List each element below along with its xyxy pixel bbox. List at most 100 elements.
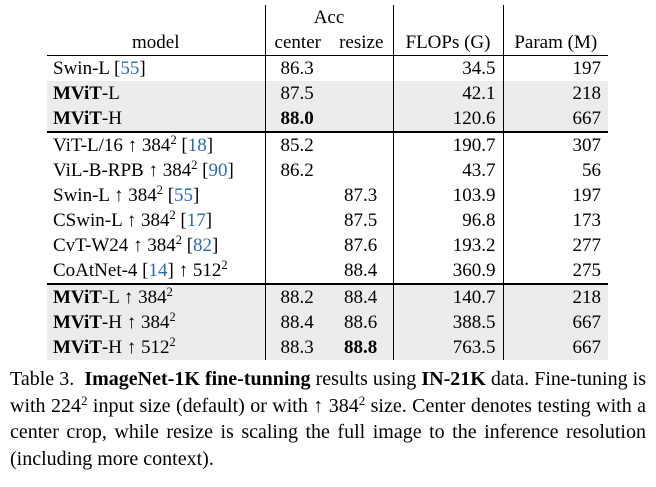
table-row: MViT-H 88.0 120.6 667: [47, 106, 608, 132]
text-cite: 17: [186, 210, 206, 231]
center-cell: [264, 208, 330, 233]
text-cite: 18: [187, 135, 207, 156]
resize-cell: 88.6: [330, 310, 393, 335]
text-cite: 14: [148, 260, 168, 281]
header-cell: [392, 5, 503, 30]
table-row: ViL-B-RPB ↑ 3842 [90] 86.2 43.7 56: [47, 158, 608, 183]
header-acc: Acc: [264, 5, 393, 30]
resize-cell: 87.6: [344, 235, 378, 256]
text-run: -H ↑ 384: [101, 312, 170, 333]
header-cell: [47, 5, 265, 30]
model-cell: ViL-B-RPB ↑ 3842 [90]: [47, 158, 265, 183]
text-run: CSwin-L ↑ 384: [53, 210, 170, 231]
text-sup: 2: [221, 258, 228, 273]
text-run: ]: [139, 58, 146, 79]
text-sup: 2: [166, 285, 173, 300]
header-center: center: [264, 30, 330, 56]
resize-cell: 88.4: [330, 283, 393, 310]
text-sup: 2: [169, 208, 176, 223]
header-cell: [502, 5, 608, 30]
param-cell: 56: [502, 158, 608, 183]
text-run: CoAtNet-4 [: [53, 260, 149, 281]
model-cell: MViT-H: [47, 106, 265, 132]
text-run: ViL-B-RPB ↑ 384: [53, 160, 192, 181]
param-cell: 218: [502, 283, 608, 310]
text-run: [: [197, 160, 209, 181]
center-cell: 86.2: [264, 158, 330, 183]
header-row: model center resize FLOPs (G) Param (M): [47, 30, 608, 56]
table-row: MViT-L ↑ 3842 88.2 88.4 140.7 218: [47, 283, 608, 310]
flops-cell: 190.7: [392, 131, 503, 158]
table-row: CvT-W24 ↑ 3842 [82] 87.6 193.2 277: [47, 233, 608, 258]
text-sup: 2: [169, 310, 176, 325]
text-run: ]: [227, 160, 234, 181]
text-run: [: [114, 58, 121, 79]
results-table: Acc model center resize FLOPs (G) Param …: [47, 5, 608, 360]
param-cell: 667: [502, 106, 608, 132]
text-sup: 2: [175, 233, 182, 248]
resize-cell: [330, 81, 393, 106]
resize-cell: 87.3: [344, 185, 378, 206]
text-run: -L: [101, 83, 120, 104]
header-resize: resize: [330, 30, 393, 56]
table-row: Swin-L [55] 86.3 34.5 197: [47, 55, 608, 82]
text-sup: 2: [169, 335, 176, 350]
header-row: Acc: [47, 5, 608, 30]
text-sup: 2: [80, 392, 88, 408]
text-bold: MViT: [53, 83, 102, 104]
header-model: model: [47, 30, 265, 56]
param-cell: 218: [502, 81, 608, 106]
text-run: results using: [310, 368, 422, 390]
text-run: ]: [212, 235, 219, 256]
model-cell: MViT-H ↑ 5122: [47, 335, 265, 360]
model-cell: Swin-L [55]: [47, 56, 265, 82]
center-cell: 85.2: [264, 131, 330, 158]
text-sup: 2: [156, 183, 163, 198]
table-row: CoAtNet-4 [14] ↑ 5122 88.4 360.9 275: [47, 258, 608, 284]
text-run: size. Center denotes testing with a cent…: [10, 394, 651, 470]
param-cell: 275: [502, 258, 608, 284]
center-cell: 88.4: [264, 310, 330, 335]
text-sup: 2: [358, 392, 366, 408]
flops-cell: 103.9: [392, 183, 503, 208]
center-cell: 88.0: [264, 106, 330, 132]
text-bold: MViT: [53, 108, 102, 129]
text-run: [: [175, 210, 187, 231]
text-bold: ImageNet-1K fine-tunning: [84, 368, 311, 390]
text-run: Swin-L ↑ 384: [53, 185, 157, 206]
flops-cell: 140.7: [392, 283, 503, 310]
flops-cell: 43.7: [392, 158, 503, 183]
param-cell: 667: [502, 335, 608, 360]
text-run: [: [162, 185, 175, 206]
text-run: -L ↑ 384: [101, 287, 167, 308]
table-row: MViT-H ↑ 3842 88.4 88.6 388.5 667: [47, 310, 608, 335]
center-cell: 86.3: [264, 55, 330, 81]
resize-cell: 87.5: [344, 210, 378, 231]
text-run: ] ↑ 512: [167, 260, 222, 281]
caption: Table 3. ImageNet-1K fine-tunning result…: [10, 366, 646, 472]
center-cell: 88.3: [264, 335, 330, 360]
param-cell: 307: [502, 131, 608, 158]
text-run: input size (default) or with ↑ 384: [87, 394, 359, 417]
text-bold: IN-21K: [421, 368, 486, 390]
param-cell: 197: [502, 183, 608, 208]
flops-cell: 388.5: [392, 310, 503, 335]
flops-cell: 42.1: [392, 81, 503, 106]
text-run: data. Fine-tuning is with 224: [10, 368, 652, 417]
text-run: -H ↑ 512: [101, 337, 170, 358]
center-cell: [264, 233, 330, 258]
resize-cell: [330, 131, 393, 158]
resize-cell: [330, 106, 393, 132]
center-cell: [264, 183, 330, 208]
model-cell: CSwin-L ↑ 3842 [17]: [47, 208, 265, 233]
table-row: CSwin-L ↑ 3842 [17] 87.5 96.8 173: [47, 208, 608, 233]
flops-cell: 120.6: [392, 106, 503, 132]
table-body: Acc model center resize FLOPs (G) Param …: [47, 5, 608, 360]
model-cell: MViT-L ↑ 3842: [47, 283, 265, 310]
table-row: ViT-L/16 ↑ 3842 [18] 85.2 190.7 307: [47, 131, 608, 158]
text-run: Swin-L: [53, 58, 115, 79]
param-cell: 197: [502, 55, 608, 81]
model-cell: MViT-L: [47, 81, 265, 106]
resize-cell: [330, 158, 393, 183]
text-run: ]: [193, 185, 200, 206]
